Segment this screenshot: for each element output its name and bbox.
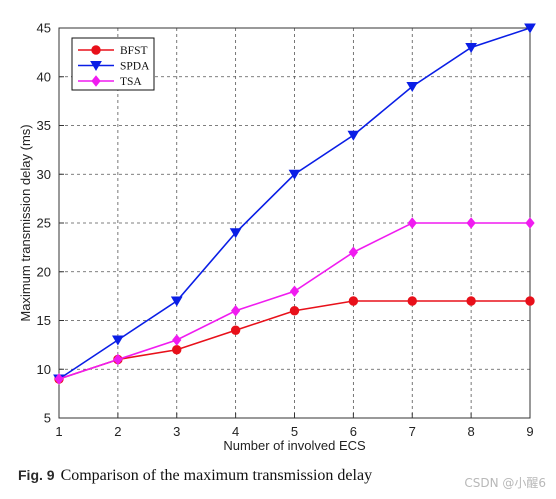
y-tick-label: 35 — [37, 118, 51, 133]
legend-tsa-point — [91, 75, 101, 87]
series-spda-point — [288, 169, 301, 180]
series-bfst-point — [407, 296, 417, 306]
y-tick-label: 5 — [44, 411, 51, 426]
legend-tsa: TSA — [78, 75, 142, 88]
x-tick-label: 2 — [114, 424, 121, 439]
y-axis-label: Maximum transmission delay (ms) — [18, 124, 33, 321]
x-tick-label: 7 — [409, 424, 416, 439]
series-spda-point — [406, 82, 419, 92]
legend-bfst-point — [91, 45, 101, 55]
series-tsa-point — [54, 373, 64, 385]
x-tick-label: 5 — [291, 424, 298, 439]
series-spda-point — [229, 228, 242, 239]
series-spda — [53, 23, 536, 385]
x-tick-label: 3 — [173, 424, 180, 439]
legend-bfst: BFST — [78, 45, 148, 57]
series-spda-point — [524, 23, 536, 34]
y-tick-label: 40 — [37, 69, 51, 84]
series-tsa-point — [289, 285, 300, 298]
legend-spda-point — [90, 61, 102, 71]
series — [53, 23, 536, 385]
series-bfst-point — [525, 296, 535, 306]
x-tick-label: 6 — [350, 424, 357, 439]
figure-caption: Fig. 9 Comparison of the maximum transmis… — [18, 467, 372, 485]
y-tick-label: 15 — [37, 313, 51, 328]
legend: BFST SPDA TSA — [71, 37, 155, 91]
series-bfst-point — [289, 306, 300, 316]
x-axis-label: Number of involved ECS — [223, 438, 366, 453]
legend-tsa-label: TSA — [120, 76, 142, 88]
series-bfst-point — [230, 325, 241, 335]
series-tsa-point — [348, 246, 359, 259]
y-axis-ticks: 5 10 15 20 25 30 35 40 45 — [37, 21, 64, 426]
legend-spda: SPDA — [78, 61, 150, 73]
y-tick-label: 25 — [37, 216, 51, 231]
series-tsa-point — [525, 217, 535, 229]
y-tick-label: 30 — [37, 167, 51, 182]
legend-bfst-label: BFST — [120, 45, 148, 57]
series-tsa-point — [113, 353, 123, 366]
y-tick-label: 10 — [37, 362, 51, 377]
y-tick-label: 20 — [37, 264, 51, 279]
series-bfst-point — [172, 345, 182, 355]
series-tsa-point — [230, 304, 241, 317]
x-tick-label: 8 — [468, 424, 475, 439]
series-tsa-point — [172, 334, 182, 346]
watermark: CSDN @小醒6 — [464, 476, 546, 490]
x-axis-ticks: 1 2 3 4 5 6 7 8 9 — [55, 413, 534, 439]
series-spda-point — [170, 296, 183, 307]
series-tsa — [54, 217, 535, 385]
y-tick-label: 45 — [37, 21, 51, 36]
series-tsa-point — [466, 217, 476, 229]
series-spda-point — [347, 130, 360, 141]
figure-number: Fig. 9 — [18, 467, 55, 483]
series-bfst-point — [348, 296, 359, 306]
x-tick-label: 1 — [55, 424, 62, 439]
series-tsa-point — [407, 217, 417, 229]
series-spda-point — [112, 335, 124, 346]
legend-spda-label: SPDA — [120, 61, 150, 73]
series-bfst-point — [466, 296, 476, 306]
x-tick-label: 4 — [232, 424, 239, 439]
caption-text: Comparison of the maximum transmission d… — [60, 467, 373, 484]
x-tick-label: 9 — [526, 424, 533, 439]
series-spda-point — [465, 43, 477, 53]
